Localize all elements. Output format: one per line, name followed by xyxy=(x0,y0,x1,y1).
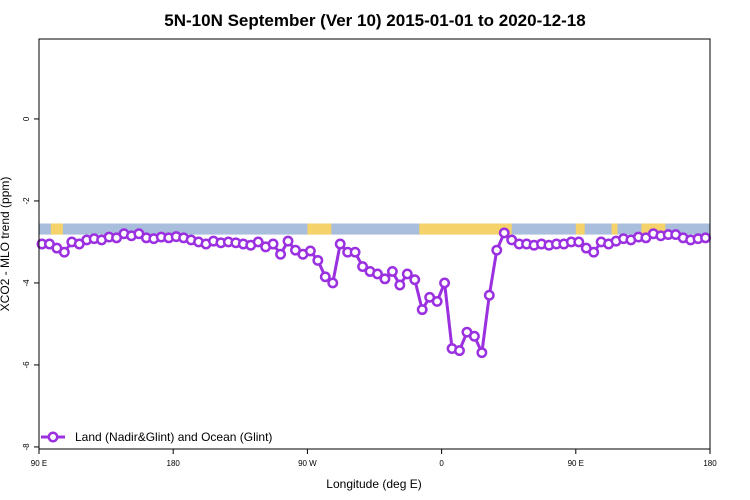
data-point xyxy=(476,347,488,359)
y-tick-label: -4 xyxy=(22,279,31,287)
y-tick-label: 0 xyxy=(22,116,31,121)
data-point xyxy=(275,248,287,260)
x-axis-label: Longitude (deg E) xyxy=(326,477,421,491)
land-band xyxy=(307,223,332,235)
data-point xyxy=(386,266,398,277)
x-axis: 90 E 180 90 W 0 90 E 180 xyxy=(31,449,717,468)
series-layer xyxy=(36,227,711,359)
x-tick-label: 180 xyxy=(167,459,181,468)
data-point xyxy=(394,279,406,291)
y-tick-label: -8 xyxy=(22,443,31,451)
data-point xyxy=(282,235,294,247)
data-point xyxy=(483,289,495,301)
y-axis-label: XCO2 - MLO trend (ppm) xyxy=(0,177,12,312)
y-tick-label: -2 xyxy=(22,197,31,205)
data-point xyxy=(267,238,279,250)
data-point xyxy=(357,261,369,272)
data-point xyxy=(334,238,346,250)
ocean-band xyxy=(39,223,710,235)
x-tick-label: 180 xyxy=(703,459,717,468)
land-band xyxy=(419,223,512,235)
legend: Land (Nadir&Glint) and Ocean (Glint) xyxy=(41,430,272,444)
data-point xyxy=(252,236,264,248)
y-axis: 0 -2 -4 -6 -8 xyxy=(22,116,39,451)
data-point xyxy=(700,232,711,244)
data-point xyxy=(588,246,600,258)
data-point xyxy=(439,277,451,289)
data-point xyxy=(319,271,331,283)
data-point xyxy=(58,246,70,258)
x-tick-label: 0 xyxy=(439,459,444,468)
chart-title: 5N-10N September (Ver 10) 2015-01-01 to … xyxy=(164,11,585,30)
land-band xyxy=(575,223,585,235)
x-tick-label: 90 E xyxy=(31,459,47,468)
land-band xyxy=(611,223,618,235)
data-point xyxy=(409,274,421,286)
data-point xyxy=(401,268,413,280)
y-tick-label: -6 xyxy=(22,361,31,369)
data-point xyxy=(491,244,503,256)
data-point xyxy=(416,304,428,316)
data-point xyxy=(454,345,465,357)
legend-label: Land (Nadir&Glint) and Ocean (Glint) xyxy=(75,430,272,444)
data-point xyxy=(379,273,391,285)
legend-marker xyxy=(47,431,59,443)
data-point xyxy=(312,254,324,266)
data-point xyxy=(327,277,339,289)
data-point xyxy=(498,227,510,239)
land-band xyxy=(50,223,63,235)
data-point xyxy=(468,330,480,342)
x-tick-label: 90 W xyxy=(298,459,317,468)
data-point xyxy=(372,268,383,280)
plot-frame xyxy=(38,38,711,450)
series-line xyxy=(41,231,706,355)
x-tick-label: 90 E xyxy=(568,459,584,468)
data-point xyxy=(431,295,443,307)
data-point xyxy=(349,246,361,258)
data-point xyxy=(573,236,585,248)
data-point xyxy=(304,245,316,257)
